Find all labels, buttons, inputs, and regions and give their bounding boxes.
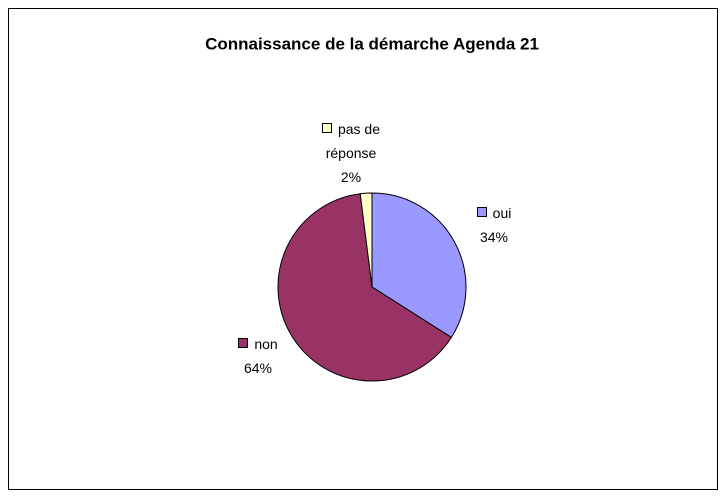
- legend-key: [238, 338, 249, 348]
- value-label: 34%: [479, 229, 509, 245]
- chart-title: Connaissance de la démarche Agenda 21: [205, 34, 539, 53]
- pie-slice: [359, 192, 373, 288]
- data-label: pas de réponse 2%: [311, 117, 391, 189]
- category-label: oui: [492, 205, 512, 221]
- pie-slice: [371, 192, 467, 339]
- value-label: 2%: [340, 169, 362, 185]
- data-label: oui 34%: [454, 201, 534, 249]
- pie-slice: [277, 193, 453, 382]
- data-label: non 64%: [218, 332, 298, 380]
- value-label: 64%: [243, 360, 273, 376]
- category-label: pas de réponse: [325, 121, 381, 161]
- category-label: non: [254, 336, 278, 352]
- legend-key: [321, 123, 332, 133]
- legend-key: [476, 207, 487, 217]
